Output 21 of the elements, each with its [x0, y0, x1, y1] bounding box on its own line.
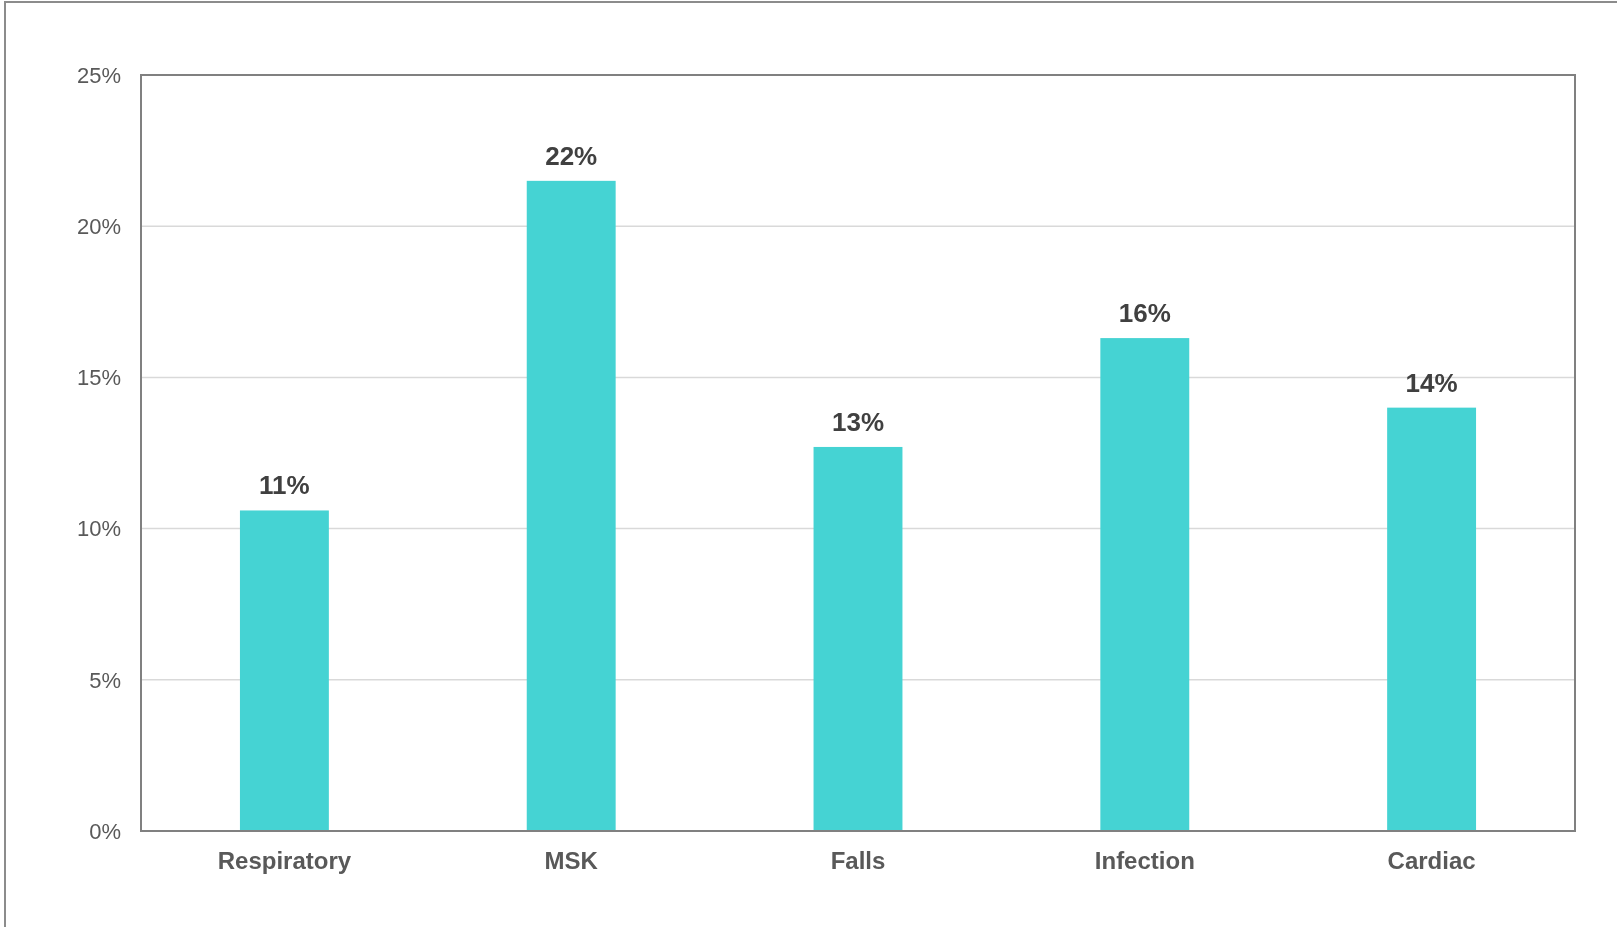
- bar: [813, 446, 903, 831]
- bar: [1387, 407, 1477, 831]
- bar: [239, 510, 329, 831]
- y-tick-label: 10%: [76, 516, 121, 542]
- x-tick-label: Respiratory: [217, 847, 352, 874]
- data-label: 11%: [259, 470, 310, 501]
- x-tick-label: Infection: [1094, 847, 1195, 874]
- y-tick-label: 5%: [89, 667, 121, 693]
- y-tick-label: 20%: [76, 213, 121, 239]
- x-tick-label: Falls: [830, 847, 886, 874]
- y-tick-label: 0%: [89, 818, 121, 844]
- data-label: 16%: [1118, 298, 1171, 329]
- bar: [1100, 338, 1190, 831]
- x-tick-label: MSK: [544, 847, 599, 874]
- y-tick-label: 25%: [76, 62, 121, 88]
- bar: [526, 180, 616, 831]
- x-tick-label: Cardiac: [1387, 847, 1476, 874]
- data-label: 13%: [831, 406, 885, 437]
- y-tick-label: 15%: [76, 365, 121, 391]
- data-label: 14%: [1405, 367, 1458, 398]
- data-label: 22%: [545, 140, 598, 171]
